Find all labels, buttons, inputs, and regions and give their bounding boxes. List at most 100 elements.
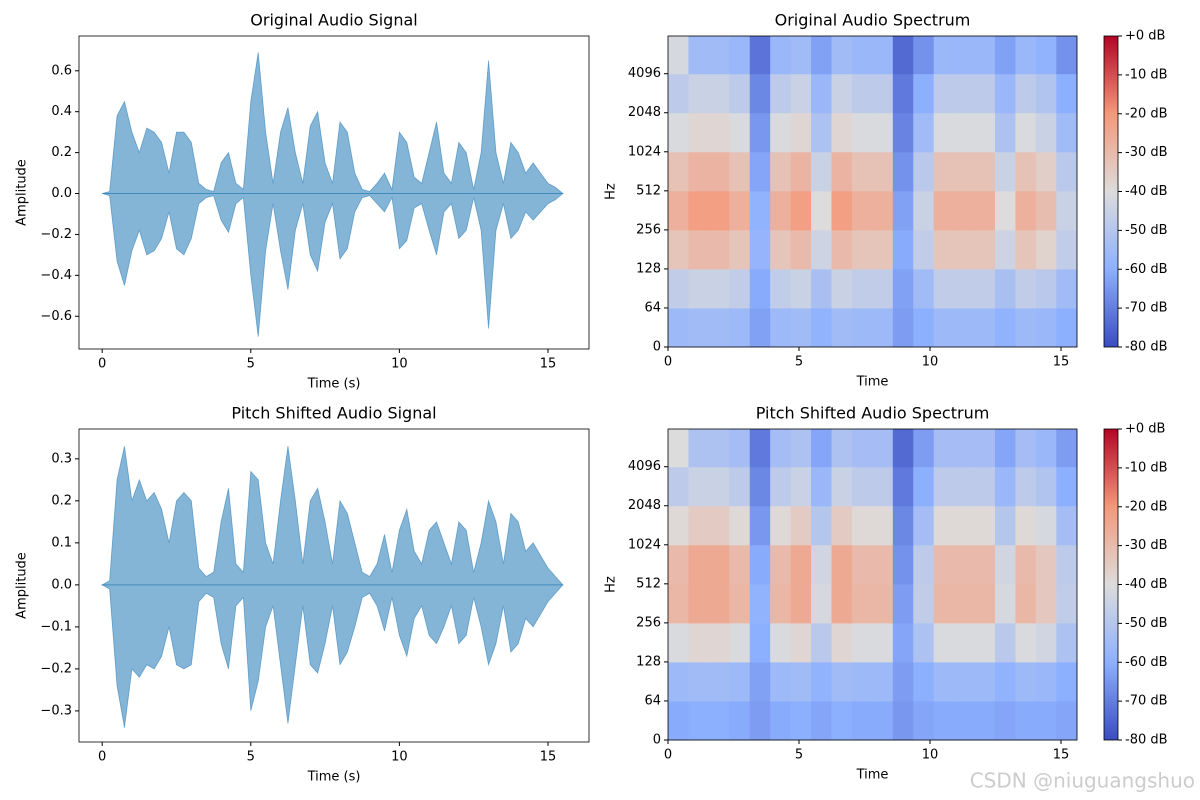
spectrogram-cell <box>688 505 710 546</box>
spectrogram-cell <box>1015 583 1037 624</box>
chart-title: Original Audio Signal <box>250 11 417 30</box>
spectrogram-cell <box>831 700 853 741</box>
spectrogram-cell <box>974 151 996 192</box>
spectrogram-cell <box>729 36 751 75</box>
spectrogram-cell <box>668 466 689 507</box>
spectrogram-cell <box>749 583 771 624</box>
spectrogram-cell <box>688 151 710 192</box>
spectrogram-cell <box>994 544 1016 585</box>
colorbar-tick-label: -20 dB <box>1125 499 1168 514</box>
spectrogram-cell <box>668 583 689 624</box>
spectrogram-cell <box>1035 700 1057 741</box>
spectrogram-cell <box>668 73 689 114</box>
spectrogram-cell <box>790 112 812 153</box>
y-tick-label: −0.3 <box>40 703 72 718</box>
y-tick-label: 1024 <box>628 537 661 552</box>
spectrogram-cell <box>974 661 996 702</box>
chart-title: Pitch Shifted Audio Spectrum <box>756 404 990 423</box>
spectrogram-cell <box>790 229 812 270</box>
spectrogram-cell <box>790 544 812 585</box>
spectrogram-cell <box>1056 700 1078 741</box>
waveform-envelope <box>102 193 564 337</box>
colorbar-tick-label: -70 dB <box>1125 694 1168 709</box>
spectrogram-cell <box>668 229 689 270</box>
spectrogram-cell <box>770 73 792 114</box>
spectrogram-cell <box>749 36 771 75</box>
colorbar-tick-label: -80 dB <box>1125 340 1168 355</box>
spectrogram-cell <box>1056 544 1078 585</box>
y-tick-label: 0 <box>653 733 661 748</box>
spectrogram-cell <box>994 190 1016 231</box>
spectrogram-cell <box>974 583 996 624</box>
spectrogram-cell <box>1035 583 1057 624</box>
spectrogram-cell <box>831 229 853 270</box>
spectrogram-cell <box>811 36 832 75</box>
spectrogram-cell <box>933 429 955 468</box>
y-axis-label: Amplitude <box>15 552 30 619</box>
spectrogram-cell <box>708 190 730 231</box>
spectrogram-cell <box>831 36 853 75</box>
spectrogram-cell <box>770 151 792 192</box>
spectrogram-cell <box>790 36 812 75</box>
colorbar-tick-label: -10 dB <box>1125 67 1168 82</box>
spectrogram-cell <box>933 229 955 270</box>
spectrogram-cell <box>974 505 996 546</box>
spectrogram-cell <box>1035 622 1057 663</box>
spectrogram-cell <box>688 307 710 348</box>
spectrogram-cell <box>994 700 1016 741</box>
spectrogram-cell <box>729 429 751 468</box>
spectrogram-cell <box>1035 36 1057 75</box>
axes-frame <box>78 428 590 743</box>
spectrogram-cell <box>1015 112 1037 153</box>
spectrogram-cell <box>1035 151 1057 192</box>
x-tick-label: 5 <box>795 355 803 370</box>
x-tick-label: 10 <box>922 748 939 763</box>
spectrogram-cell <box>708 544 730 585</box>
spectrogram-cell <box>913 268 935 309</box>
spectrogram-cell <box>770 622 792 663</box>
spectrogram-cell <box>749 268 771 309</box>
spectrogram-cell <box>933 307 955 348</box>
colorbar-tick-label: +0 dB <box>1125 29 1165 44</box>
spectrogram-cell <box>851 429 873 468</box>
spectrogram-cell <box>994 505 1016 546</box>
x-tick-label: 10 <box>391 357 408 372</box>
spectrogram-cell <box>770 112 792 153</box>
waveform-envelope <box>102 52 564 194</box>
spectrogram-cell <box>1015 229 1037 270</box>
spectrogram-cell <box>913 307 935 348</box>
spectrogram-cell <box>688 700 710 741</box>
x-tick-label: 0 <box>664 355 672 370</box>
spectrogram-cell <box>729 190 751 231</box>
spectrogram-cell <box>872 190 894 231</box>
spectrogram-cell <box>933 268 955 309</box>
spectrogram-cell <box>933 112 955 153</box>
y-tick-label: 0.1 <box>51 535 72 550</box>
spectrogram-cell <box>851 268 873 309</box>
x-tick-label: 5 <box>247 357 255 372</box>
spectrogram-cell <box>790 190 812 231</box>
y-tick-label: −0.2 <box>40 227 72 242</box>
spectrogram-cell <box>688 622 710 663</box>
spectrogram-cell <box>954 466 976 507</box>
spectrogram-cell <box>954 190 976 231</box>
spectrogram-cell <box>954 505 976 546</box>
spectrogram-cell <box>749 429 771 468</box>
y-tick-label: 0.3 <box>51 451 72 466</box>
spectrogram-cell <box>1056 505 1078 546</box>
spectrogram-cell <box>811 544 832 585</box>
spectrogram-cell <box>872 583 894 624</box>
spectrogram-cell <box>1015 466 1037 507</box>
spectrogram-cell <box>933 505 955 546</box>
spectrogram-cell <box>913 229 935 270</box>
spectrogram-cell <box>708 229 730 270</box>
y-tick-label: 2048 <box>628 105 661 120</box>
spectrogram-cell <box>770 505 792 546</box>
spectrogram-cell <box>790 661 812 702</box>
spectrogram-cell <box>729 661 751 702</box>
spectrogram-cell <box>811 268 832 309</box>
spectrogram-cell <box>1015 307 1037 348</box>
spectrogram-cell <box>668 700 689 741</box>
spectrogram-cell <box>688 73 710 114</box>
